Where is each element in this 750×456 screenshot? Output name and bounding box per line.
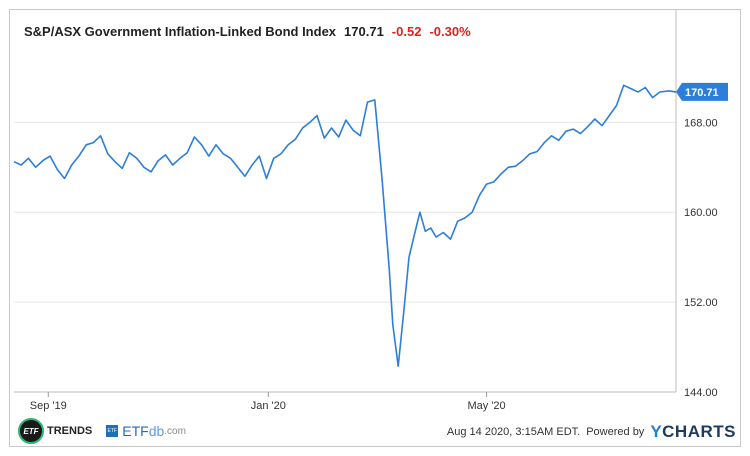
- x-axis: Sep '19 Jan '20 May '20: [30, 392, 506, 412]
- etf-trends-logo[interactable]: ETF TRENDS: [18, 418, 92, 444]
- series-line: [13, 84, 677, 368]
- chart-title-bar: S&P/ASX Government Inflation-Linked Bond…: [18, 18, 479, 44]
- etfdb-main-text: ETF: [122, 423, 149, 439]
- last-value: 170.71: [344, 23, 384, 39]
- sponsor-logos: ETF TRENDS ETF ETF db .com: [18, 418, 186, 444]
- powered-by-text: Powered by: [586, 426, 645, 438]
- change-value: -0.52: [391, 23, 422, 39]
- y-axis: 144.00 152.00 160.00 168.00: [684, 117, 718, 399]
- timestamp: Aug 14 2020, 3:15AM EDT.: [446, 426, 581, 438]
- x-tick-label: May '20: [468, 400, 506, 412]
- y-tick-label: 168.00: [684, 117, 718, 129]
- change-percent: -0.30%: [429, 23, 471, 39]
- etfdb-accent-text: db: [148, 423, 165, 439]
- etf-trends-badge-icon: ETF: [18, 418, 44, 444]
- series-layer: [13, 84, 677, 368]
- y-tick-label: 144.00: [684, 387, 718, 399]
- etfdb-suffix-text: .com: [164, 425, 186, 437]
- x-tick-label: Jan '20: [251, 400, 286, 412]
- y-tick-label: 152.00: [684, 297, 718, 309]
- last-value-label: 170.71: [676, 82, 728, 101]
- footer-credits: Aug 14 2020, 3:15AM EDT. Powered by YCHA…: [447, 420, 736, 444]
- x-tick-label: Sep '19: [30, 400, 67, 412]
- chart-frame: [9, 9, 741, 447]
- plot-border: [14, 10, 677, 393]
- index-name: S&P/ASX Government Inflation-Linked Bond…: [24, 23, 337, 39]
- etfdb-logo[interactable]: ETF ETF db .com: [106, 423, 186, 439]
- last-value-tag: [676, 82, 728, 101]
- ycharts-logo[interactable]: YCHARTS: [650, 422, 736, 441]
- etfdb-square-icon: ETF: [106, 425, 119, 437]
- y-tick-label: 160.00: [684, 207, 718, 219]
- last-value-text: 170.71: [685, 87, 719, 99]
- gridlines: [14, 121, 676, 303]
- etf-trends-text: TRENDS: [47, 425, 93, 437]
